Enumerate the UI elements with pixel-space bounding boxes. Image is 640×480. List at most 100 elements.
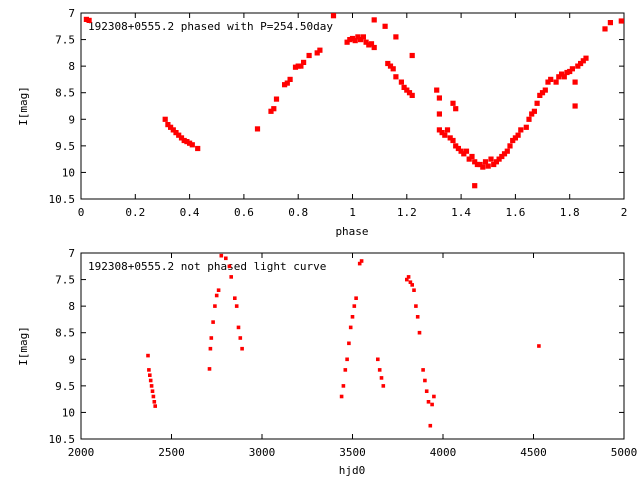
data-point bbox=[439, 130, 445, 136]
y-tick-label: 10.5 bbox=[49, 433, 76, 446]
y-tick-label: 9.5 bbox=[55, 380, 75, 393]
data-point bbox=[390, 66, 396, 72]
plot-frame bbox=[80, 252, 625, 440]
data-point bbox=[572, 79, 578, 85]
data-point bbox=[219, 253, 224, 258]
data-point bbox=[151, 394, 156, 399]
data-point bbox=[510, 137, 516, 144]
x-ticks: 2000 2500 3000 3500 4000 4500 5000 bbox=[68, 253, 637, 459]
data-point bbox=[153, 404, 157, 408]
data-point bbox=[463, 148, 470, 154]
data-point bbox=[366, 42, 372, 48]
data-point bbox=[453, 143, 459, 149]
x-tick-label: 1 bbox=[349, 206, 356, 219]
data-point bbox=[301, 59, 307, 65]
data-point bbox=[556, 74, 562, 80]
data-point bbox=[393, 34, 399, 40]
data-point bbox=[181, 137, 187, 144]
y-tick-label: 7.5 bbox=[55, 274, 75, 287]
data-point bbox=[409, 92, 415, 98]
data-point bbox=[211, 320, 215, 324]
data-point bbox=[147, 368, 151, 372]
y-axis-label: I[mag] bbox=[17, 86, 30, 126]
data-point bbox=[195, 145, 201, 152]
y-tick-label: 8 bbox=[68, 60, 75, 73]
x-axis-label: phase bbox=[335, 225, 368, 238]
data-point bbox=[518, 127, 524, 133]
data-point bbox=[493, 159, 499, 165]
data-point bbox=[583, 55, 589, 61]
y-tick-label: 8.5 bbox=[55, 87, 75, 100]
data-point bbox=[341, 384, 346, 388]
phased-light-curve-chart: 192308+0555.2 phased with P=254.50day ph… bbox=[17, 7, 627, 238]
data-point bbox=[545, 79, 551, 85]
y-tick-label: 8.5 bbox=[55, 327, 75, 340]
data-point bbox=[271, 106, 277, 112]
data-point bbox=[539, 90, 546, 96]
data-point bbox=[458, 148, 464, 154]
x-tick-label: 2 bbox=[621, 206, 628, 219]
y-tick-label: 10 bbox=[62, 406, 75, 419]
data-points bbox=[146, 253, 541, 428]
data-point bbox=[401, 84, 407, 90]
y-tick-label: 10 bbox=[62, 166, 75, 179]
data-point bbox=[371, 44, 377, 51]
data-point bbox=[482, 159, 489, 165]
y-tick-label: 10.5 bbox=[49, 193, 76, 206]
data-point bbox=[417, 330, 422, 335]
data-point bbox=[499, 153, 505, 160]
data-point bbox=[436, 95, 442, 101]
data-point bbox=[559, 71, 565, 77]
data-point bbox=[515, 132, 521, 138]
x-axis-label: hjd0 bbox=[339, 464, 366, 477]
data-point bbox=[477, 161, 483, 168]
data-point bbox=[447, 135, 453, 141]
data-point bbox=[580, 58, 586, 64]
data-point bbox=[575, 63, 581, 69]
data-point bbox=[214, 293, 219, 298]
data-point bbox=[529, 111, 535, 117]
unphased-light-curve-chart: 192308+0555.2 not phased light curve hjd… bbox=[17, 247, 637, 477]
y-ticks: 7 7.5 8 8.5 9 9.5 10 10.5 bbox=[49, 7, 624, 206]
data-point bbox=[360, 34, 366, 40]
data-point bbox=[491, 161, 497, 168]
data-point bbox=[474, 161, 480, 168]
y-tick-label: 9 bbox=[68, 113, 75, 126]
data-point bbox=[512, 135, 518, 141]
y-tick-label: 7.5 bbox=[55, 34, 75, 47]
data-point bbox=[306, 52, 312, 59]
data-point bbox=[405, 277, 409, 282]
data-point bbox=[227, 264, 232, 269]
data-point bbox=[317, 47, 323, 53]
x-tick-label: 1.2 bbox=[397, 206, 417, 219]
data-point bbox=[406, 275, 411, 279]
data-point bbox=[149, 384, 154, 388]
x-tick-label: 4000 bbox=[430, 446, 457, 459]
x-tick-label: 0.6 bbox=[234, 206, 254, 219]
data-point bbox=[208, 346, 213, 351]
x-tick-label: 0.8 bbox=[288, 206, 308, 219]
data-point bbox=[450, 137, 456, 144]
data-point bbox=[209, 336, 214, 340]
data-point bbox=[86, 17, 92, 23]
data-point bbox=[436, 111, 442, 117]
data-point bbox=[357, 261, 362, 266]
data-point bbox=[393, 74, 399, 80]
data-point bbox=[236, 325, 241, 330]
y-tick-label: 7 bbox=[68, 247, 75, 260]
data-point bbox=[507, 143, 513, 149]
data-point bbox=[238, 336, 243, 340]
y-tick-label: 7 bbox=[68, 7, 75, 20]
data-point bbox=[542, 87, 548, 93]
data-point bbox=[444, 127, 451, 133]
data-point bbox=[176, 132, 182, 138]
data-point bbox=[408, 280, 413, 284]
data-point bbox=[424, 389, 429, 393]
y-tick-label: 9 bbox=[68, 353, 75, 366]
data-point bbox=[410, 283, 414, 287]
data-point bbox=[173, 130, 179, 136]
data-point bbox=[537, 344, 541, 348]
data-point bbox=[423, 378, 427, 383]
data-point bbox=[379, 376, 384, 380]
data-point bbox=[501, 151, 508, 157]
